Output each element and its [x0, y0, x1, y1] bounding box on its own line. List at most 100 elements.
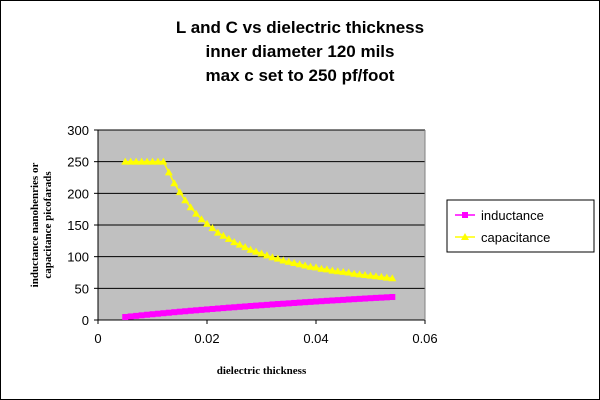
capacitance-point — [371, 272, 380, 280]
legend-item-inductance: inductance — [455, 208, 544, 223]
x-tick-label: 0.02 — [194, 331, 219, 346]
capacitance-point — [377, 272, 386, 280]
y-axis-title: inductance nanohenries or capacitance pi… — [29, 163, 54, 288]
inductance-point — [296, 299, 303, 306]
capacitance-point — [153, 157, 162, 165]
inductance-point — [285, 300, 292, 307]
inductance-point — [133, 312, 140, 319]
capacitance-point — [317, 264, 326, 272]
capacitance-point — [241, 243, 250, 251]
capacitance-point — [333, 267, 342, 275]
inductance-point — [171, 309, 178, 316]
x-tick-label: 0.06 — [412, 331, 437, 346]
inductance-point — [318, 298, 325, 305]
inductance-point — [367, 295, 374, 302]
chart-title-line-3: max c set to 250 pf/foot — [205, 66, 395, 85]
capacitance-point — [252, 247, 261, 255]
capacitance-point — [312, 263, 320, 271]
inductance-point — [269, 301, 276, 308]
capacitance-point — [361, 271, 370, 279]
capacitance-point — [279, 256, 288, 264]
capacitance-point — [262, 251, 271, 259]
y-axis-title-line-2: capacitance picofarads — [42, 171, 54, 279]
y-tick-label: 100 — [67, 250, 89, 265]
inductance-point — [204, 306, 210, 313]
inductance-point — [302, 299, 309, 306]
capacitance-point — [306, 262, 315, 270]
capacitance-point — [213, 228, 222, 236]
capacitance-point — [143, 157, 152, 165]
inductance-point — [193, 307, 200, 314]
capacitance-point — [301, 261, 310, 269]
capacitance-point — [350, 269, 359, 277]
inductance-point — [258, 302, 265, 309]
capacitance-point — [170, 179, 179, 187]
y-axis-title-line-1: inductance nanohenries or — [29, 163, 41, 288]
capacitance-point — [295, 260, 304, 268]
capacitance-point — [121, 157, 130, 165]
capacitance-point — [328, 266, 337, 274]
capacitance-point — [126, 157, 135, 165]
inductance-point — [149, 311, 156, 318]
inductance-point — [247, 303, 254, 310]
inductance-point — [138, 312, 145, 319]
x-tick-label: 0 — [94, 331, 101, 346]
capacitance-point — [132, 157, 141, 165]
capacitance-point — [159, 157, 168, 165]
inductance-point — [176, 308, 183, 315]
inductance-point — [253, 302, 260, 309]
inductance-point — [340, 296, 347, 303]
capacitance-point — [192, 209, 201, 217]
capacitance-point — [137, 157, 146, 165]
capacitance-point — [246, 245, 255, 253]
legend-item-capacitance: capacitance — [455, 230, 550, 245]
inductance-point — [182, 308, 189, 315]
y-tick-label: 250 — [67, 155, 89, 170]
capacitance-point — [273, 254, 282, 262]
y-tick-label: 150 — [67, 218, 89, 233]
capacitance-point — [355, 270, 364, 278]
capacitance-point — [175, 188, 184, 196]
inductance-point — [334, 297, 341, 304]
inductance-point — [329, 297, 336, 304]
capacitance-point — [181, 196, 190, 204]
inductance-point — [165, 309, 172, 316]
inductance-point — [220, 305, 227, 312]
inductance-point — [274, 301, 281, 308]
capacitance-point — [197, 215, 206, 223]
inductance-point — [313, 298, 319, 305]
inductance-point — [127, 313, 134, 320]
series-inductance — [122, 294, 396, 321]
inductance-point — [263, 301, 270, 308]
y-ticks: 0 50 100 150 200 250 300 — [67, 123, 98, 328]
capacitance-point — [290, 259, 299, 266]
chart-title-line-2: inner diameter 120 mils — [205, 42, 395, 61]
inductance-point — [214, 305, 221, 312]
capacitance-point — [344, 268, 353, 276]
capacitance-point — [208, 224, 217, 232]
y-tick-label: 50 — [75, 281, 89, 296]
capacitance-point — [322, 265, 331, 273]
inductance-point — [307, 298, 314, 305]
inductance-point — [236, 303, 243, 310]
inductance-point — [345, 296, 352, 303]
inductance-point — [362, 295, 369, 302]
legend: inductance capacitance — [446, 199, 595, 253]
inductance-point — [187, 307, 194, 314]
capacitance-point — [339, 267, 348, 275]
capacitance-point — [203, 219, 211, 227]
inductance-point — [122, 314, 129, 321]
y-tick-label: 0 — [82, 313, 89, 328]
inductance-point — [351, 296, 358, 303]
legend-label: capacitance — [481, 230, 550, 245]
x-tick-label: 0.04 — [303, 331, 328, 346]
legend-label: inductance — [481, 208, 544, 223]
capacitance-point — [366, 271, 375, 279]
capacitance-point — [268, 253, 277, 261]
legend-swatch-marker — [461, 233, 469, 240]
inductance-point — [198, 306, 205, 313]
inductance-point — [154, 310, 161, 317]
inductance-point — [291, 299, 298, 306]
capacitance-point — [148, 157, 157, 165]
